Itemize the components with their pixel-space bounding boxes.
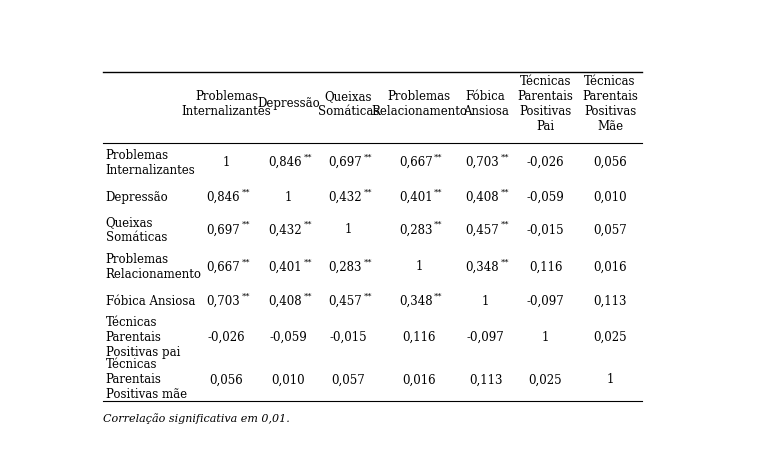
Text: -0,059: -0,059 [527, 191, 564, 204]
Text: 0,401: 0,401 [268, 260, 302, 274]
Text: Fóbica
Ansiosa: Fóbica Ansiosa [463, 90, 509, 118]
Text: **: ** [363, 154, 372, 162]
Text: 1: 1 [223, 156, 230, 169]
Text: Técnicas
Parentais
Positivas
Mãe: Técnicas Parentais Positivas Mãe [582, 75, 638, 133]
Text: 0,457: 0,457 [465, 223, 499, 237]
Text: **: ** [500, 258, 509, 266]
Text: 0,846: 0,846 [207, 191, 240, 204]
Text: **: ** [434, 189, 443, 197]
Text: 0,113: 0,113 [594, 295, 627, 308]
Text: Problemas
Relacionamento: Problemas Relacionamento [106, 253, 202, 281]
Text: 0,401: 0,401 [399, 191, 433, 204]
Text: -0,097: -0,097 [467, 331, 504, 344]
Text: **: ** [434, 221, 443, 229]
Text: **: ** [434, 154, 443, 162]
Text: Depressão: Depressão [257, 97, 320, 110]
Text: 0,116: 0,116 [529, 260, 562, 274]
Text: Problemas
Internalizantes: Problemas Internalizantes [106, 149, 195, 177]
Text: 0,283: 0,283 [328, 260, 362, 274]
Text: **: ** [500, 189, 509, 197]
Text: 0,348: 0,348 [399, 295, 433, 308]
Text: 1: 1 [285, 191, 292, 204]
Text: **: ** [500, 221, 509, 229]
Text: **: ** [242, 189, 251, 197]
Text: Problemas
Relacionamento: Problemas Relacionamento [371, 90, 468, 118]
Text: Depressão: Depressão [106, 191, 169, 204]
Text: -0,097: -0,097 [527, 295, 564, 308]
Text: 0,703: 0,703 [207, 295, 240, 308]
Text: 0,697: 0,697 [328, 156, 362, 169]
Text: -0,059: -0,059 [269, 331, 307, 344]
Text: Queixas
Somáticas: Queixas Somáticas [317, 90, 379, 118]
Text: 0,116: 0,116 [402, 331, 436, 344]
Text: **: ** [303, 154, 312, 162]
Text: 1: 1 [482, 295, 489, 308]
Text: **: ** [363, 258, 372, 266]
Text: Técnicas
Parentais
Positivas
Pai: Técnicas Parentais Positivas Pai [517, 75, 573, 133]
Text: **: ** [242, 258, 251, 266]
Text: 0,056: 0,056 [593, 156, 627, 169]
Text: **: ** [242, 221, 251, 229]
Text: Técnicas
Parentais
Positivas mãe: Técnicas Parentais Positivas mãe [106, 358, 187, 401]
Text: **: ** [363, 189, 372, 197]
Text: 1: 1 [345, 223, 352, 237]
Text: Técnicas
Parentais
Positivas pai: Técnicas Parentais Positivas pai [106, 316, 180, 359]
Text: 1: 1 [415, 260, 423, 274]
Text: 0,432: 0,432 [328, 191, 362, 204]
Text: 0,056: 0,056 [210, 373, 244, 386]
Text: 0,457: 0,457 [328, 295, 362, 308]
Text: 0,408: 0,408 [268, 295, 302, 308]
Text: 0,016: 0,016 [402, 373, 436, 386]
Text: Queixas
Somáticas: Queixas Somáticas [106, 216, 167, 244]
Text: 0,432: 0,432 [268, 223, 302, 237]
Text: **: ** [303, 293, 312, 301]
Text: **: ** [303, 221, 312, 229]
Text: -0,015: -0,015 [330, 331, 367, 344]
Text: 0,057: 0,057 [331, 373, 365, 386]
Text: Correlação significativa em 0,01.: Correlação significativa em 0,01. [103, 414, 290, 425]
Text: 0,025: 0,025 [594, 331, 627, 344]
Text: 0,408: 0,408 [465, 191, 499, 204]
Text: **: ** [500, 154, 509, 162]
Text: **: ** [303, 258, 312, 266]
Text: 0,348: 0,348 [465, 260, 499, 274]
Text: Problemas
Internalizantes: Problemas Internalizantes [182, 90, 272, 118]
Text: **: ** [434, 293, 443, 301]
Text: 1: 1 [541, 331, 549, 344]
Text: 0,016: 0,016 [594, 260, 627, 274]
Text: 0,667: 0,667 [207, 260, 240, 274]
Text: 0,057: 0,057 [593, 223, 627, 237]
Text: 0,025: 0,025 [529, 373, 562, 386]
Text: 0,703: 0,703 [465, 156, 499, 169]
Text: Fóbica Ansiosa: Fóbica Ansiosa [106, 295, 195, 308]
Text: 0,010: 0,010 [272, 373, 305, 386]
Text: 0,113: 0,113 [469, 373, 503, 386]
Text: 0,283: 0,283 [399, 223, 433, 237]
Text: **: ** [242, 293, 251, 301]
Text: -0,026: -0,026 [527, 156, 564, 169]
Text: 0,697: 0,697 [207, 223, 240, 237]
Text: -0,015: -0,015 [527, 223, 564, 237]
Text: 0,846: 0,846 [268, 156, 302, 169]
Text: **: ** [363, 293, 372, 301]
Text: -0,026: -0,026 [208, 331, 245, 344]
Text: 0,010: 0,010 [594, 191, 627, 204]
Text: 0,667: 0,667 [399, 156, 433, 169]
Text: 1: 1 [606, 373, 614, 386]
